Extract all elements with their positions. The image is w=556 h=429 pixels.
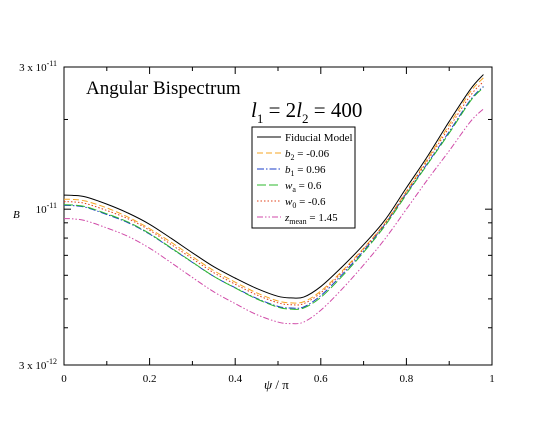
y-axis-ticks: 3 x 10-11 10-11 3 x 10-12	[19, 59, 492, 372]
legend-label-b2: b2 = -0.06	[285, 148, 330, 162]
legend: Fiducial Model b2 = -0.06 b1 = 0.96 wa = 0.…	[251, 126, 356, 229]
x-tick-label: 0.4	[228, 373, 242, 385]
legend-label-b1: b1 = 0.96	[285, 164, 326, 178]
series-line-b2	[63, 77, 484, 304]
x-tick-label: 0	[61, 373, 67, 385]
l-equation-annotation: l1 = 2l2 = 400	[251, 98, 362, 126]
y-tick-label: 3 x 10-11	[19, 59, 57, 74]
legend-label-fiducial: Fiducial Model	[285, 132, 353, 144]
x-tick-label: 0.2	[143, 373, 157, 385]
legend-label-wa: wa = 0.6	[285, 180, 322, 194]
series-line-wa	[63, 87, 484, 310]
series-line-zmean	[63, 108, 484, 325]
legend-box	[251, 126, 356, 229]
series-line-b1	[63, 86, 484, 309]
chart-title: Angular Bispectrum	[86, 78, 241, 99]
legend-label-zmean: zmean = 1.45	[284, 212, 338, 226]
x-tick-label: 0.8	[400, 373, 414, 385]
x-axis-label: ψ / π	[264, 377, 289, 392]
series-lines	[63, 74, 484, 325]
y-tick-label: 3 x 10-12	[19, 357, 57, 372]
y-tick-label: 10-11	[36, 201, 57, 216]
x-axis-ticks: 0 0.2 0.4 0.6 0.8 1	[61, 67, 495, 385]
series-line-w0	[63, 81, 484, 306]
y-axis-label: B	[13, 209, 20, 221]
series-line-fiducial	[63, 74, 484, 299]
legend-label-w0: w0 = -0.6	[285, 196, 326, 210]
x-tick-label: 0.6	[314, 373, 328, 385]
x-tick-label: 1	[489, 373, 495, 385]
